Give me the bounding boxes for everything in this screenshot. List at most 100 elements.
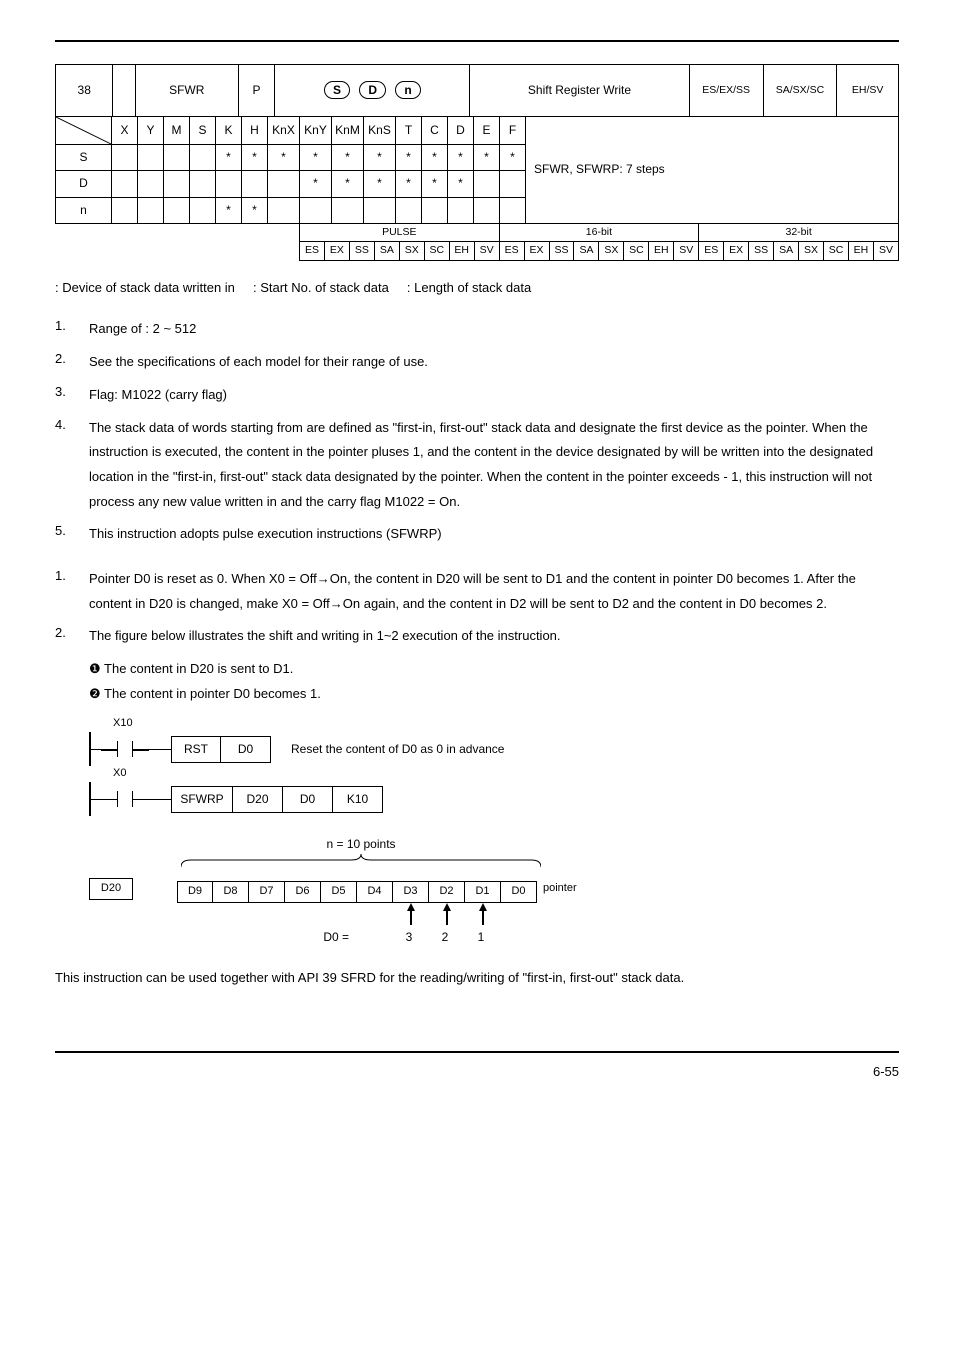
cell: * — [332, 171, 364, 197]
exp-item: This instruction adopts pulse execution … — [89, 522, 899, 547]
n-label: n = 10 points — [181, 836, 541, 853]
cell — [164, 197, 190, 223]
fn-d20: D20 — [233, 786, 283, 813]
cell — [190, 145, 216, 171]
arrow-stem — [482, 911, 484, 925]
contact-label-x0: X0 — [113, 766, 899, 782]
cell — [268, 171, 300, 197]
reg: D1 — [465, 881, 501, 903]
arrow-row — [177, 903, 899, 925]
reg-strip: D9 D8 D7 D6 D5 D4 D3 D2 D1 D0 — [177, 881, 537, 903]
col-h: S — [190, 117, 216, 145]
m: SC — [424, 242, 449, 260]
sub-point-2: ❷ The content in pointer D0 becomes 1. — [55, 682, 899, 707]
mode-32bit: 32-bit — [699, 224, 899, 242]
remarks-section: This instruction can be used together wi… — [55, 966, 899, 991]
col-h: D — [448, 117, 474, 145]
contact-icon — [111, 789, 139, 809]
mode-grid-wrap: PULSE 16-bit 32-bit ESEXSSSASXSCEHSV ESE… — [55, 224, 899, 260]
m: EH — [848, 242, 873, 260]
ladder-row-2: SFWRP D20 D0 K10 — [89, 782, 899, 816]
col-h: KnX — [268, 117, 300, 145]
cell — [300, 197, 332, 223]
spacer — [113, 65, 136, 117]
fn-sfwrp: SFWRP — [171, 786, 233, 813]
m: EX — [324, 242, 349, 260]
cell: * — [474, 145, 500, 171]
cell: * — [448, 171, 474, 197]
cell: * — [422, 171, 448, 197]
api-header-table: 38 SFWR P S D n Shift Register Write ES/… — [55, 64, 899, 117]
col-h: K — [216, 117, 242, 145]
m: SA — [574, 242, 599, 260]
operand-d: D — [359, 81, 386, 99]
cell: * — [364, 171, 396, 197]
cell: * — [216, 197, 242, 223]
row-label: D — [56, 171, 112, 197]
col-h: C — [422, 117, 448, 145]
cell — [112, 197, 138, 223]
mode-16bit: 16-bit — [499, 224, 699, 242]
ladder-diagram: X10 RST D0 Reset the content of D0 as 0 … — [89, 716, 899, 946]
contact-label-x10: X10 — [113, 716, 899, 732]
mode-controller-row: ESEXSSSASXSCEHSV ESEXSSSASXSCEHSV ESEXSS… — [300, 242, 899, 260]
cell — [396, 197, 422, 223]
register-row: D20 D9 D8 D7 D6 D5 D4 D3 D2 D1 D0 pointe… — [89, 875, 899, 903]
m: SS — [349, 242, 374, 260]
col-h: KnM — [332, 117, 364, 145]
controller-0: ES/EX/SS — [689, 65, 763, 117]
cell — [500, 197, 526, 223]
pe-item: The figure below illustrates the shift a… — [89, 624, 899, 649]
m: EX — [724, 242, 749, 260]
d0v: 3 — [391, 929, 427, 946]
m: SX — [599, 242, 624, 260]
cell — [500, 171, 526, 197]
arrow-stem — [410, 911, 412, 925]
api-function: Shift Register Write — [470, 65, 689, 117]
page-footer: 6-55 — [55, 1051, 899, 1082]
cell — [474, 171, 500, 197]
brace-icon — [181, 854, 541, 868]
contact-icon — [111, 739, 139, 759]
col-h: F — [500, 117, 526, 145]
cell — [242, 171, 268, 197]
m: ES — [300, 242, 325, 260]
d0-values-row: D0 = 3 2 1 — [177, 929, 899, 946]
col-h: KnS — [364, 117, 396, 145]
pointer-label: pointer — [543, 881, 577, 897]
num: 1. — [55, 317, 89, 342]
cell — [138, 197, 164, 223]
fn-d0: D0 — [221, 736, 271, 763]
m: SS — [749, 242, 774, 260]
reg: D7 — [249, 881, 285, 903]
controller-1: SA/SX/SC — [763, 65, 837, 117]
api-number: 38 — [56, 65, 113, 117]
exp-item: See the specifications of each model for… — [89, 350, 899, 375]
cell: * — [268, 145, 300, 171]
desc-d: : Start No. of stack data — [253, 280, 389, 295]
m: EH — [649, 242, 674, 260]
reg: D5 — [321, 881, 357, 903]
m: SA — [374, 242, 399, 260]
controller-2: EH/SV — [837, 65, 899, 117]
pe-item: Pointer D0 is reset as 0. When X0 = Off→… — [89, 567, 899, 616]
fn-rst: RST — [171, 736, 221, 763]
m: SA — [774, 242, 799, 260]
explanations-list: 1.Range of : 2 ~ 512 2.See the specifica… — [55, 317, 899, 547]
program-list: 1.Pointer D0 is reset as 0. When X0 = Of… — [55, 567, 899, 649]
program-example-section: 1.Pointer D0 is reset as 0. When X0 = Of… — [55, 567, 899, 706]
row-label: S — [56, 145, 112, 171]
num: 5. — [55, 522, 89, 547]
cell — [474, 197, 500, 223]
row-label: n — [56, 197, 112, 223]
num: 2. — [55, 350, 89, 375]
m: SV — [873, 242, 898, 260]
cell — [112, 171, 138, 197]
api-mnemonic: SFWR — [135, 65, 238, 117]
arrow-up-icon — [407, 903, 415, 911]
col-h: Y — [138, 117, 164, 145]
page-number: 6-55 — [873, 1064, 899, 1079]
mode-grid: PULSE 16-bit 32-bit ESEXSSSASXSCEHSV ESE… — [299, 223, 899, 260]
cell — [164, 171, 190, 197]
steps-cell: SFWR, SFWRP: 7 steps — [526, 117, 899, 224]
